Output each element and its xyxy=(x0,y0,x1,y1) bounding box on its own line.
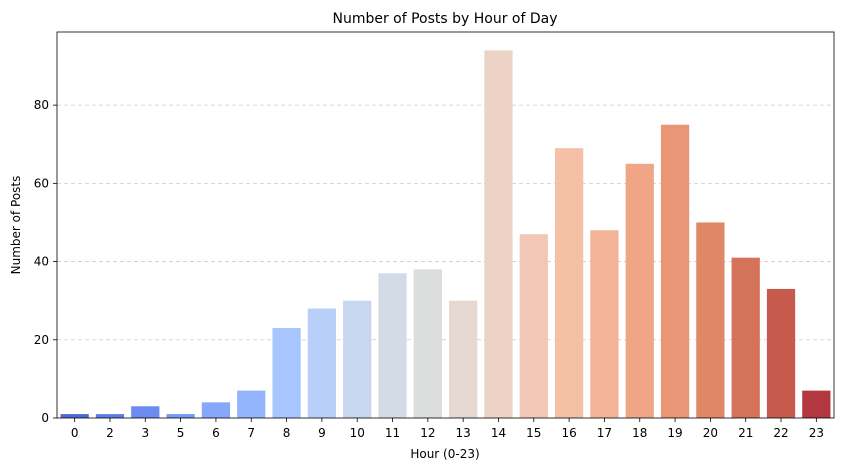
bar-hour-19 xyxy=(660,124,690,419)
bar-hour-10 xyxy=(343,300,372,418)
bars xyxy=(60,50,831,419)
bar-hour-6 xyxy=(201,402,231,418)
x-tick-label: 11 xyxy=(385,426,400,440)
bar-hour-16 xyxy=(554,148,584,418)
bar-hour-12 xyxy=(413,269,442,418)
bar-hour-18 xyxy=(625,163,654,418)
x-tick-label: 3 xyxy=(141,426,149,440)
bar-hour-0 xyxy=(60,414,89,418)
bar-hour-5 xyxy=(166,414,195,418)
bar-hour-2 xyxy=(95,414,125,418)
bar-hour-3 xyxy=(131,406,160,418)
x-tick-label: 22 xyxy=(773,426,788,440)
bar-hour-11 xyxy=(378,273,407,418)
x-tick-label: 10 xyxy=(350,426,365,440)
x-axis-label: Hour (0-23) xyxy=(410,447,479,461)
x-tick-label: 15 xyxy=(526,426,541,440)
x-tick-label: 23 xyxy=(809,426,824,440)
bar-hour-22 xyxy=(766,288,796,418)
bar-hour-8 xyxy=(272,328,301,418)
x-tick-label: 13 xyxy=(456,426,471,440)
x-tick-label: 14 xyxy=(491,426,506,440)
x-tick-label: 6 xyxy=(212,426,220,440)
y-axis-label: Number of Posts xyxy=(9,176,23,275)
x-tick-label: 16 xyxy=(561,426,576,440)
x-axis-ticks: 0 2 3 5 6 7 8 9 10 11 12 13 14 15 16 17 18 19 20 21 22 23 xyxy=(71,418,824,440)
bar-hour-21 xyxy=(731,257,760,418)
bar-hour-17 xyxy=(590,230,619,418)
x-tick-label: 21 xyxy=(738,426,753,440)
x-tick-label: 12 xyxy=(420,426,435,440)
y-axis-ticks: 0 20 40 60 80 xyxy=(34,98,57,425)
x-tick-label: 5 xyxy=(177,426,185,440)
bar-hour-23 xyxy=(802,390,831,418)
y-tick-label: 0 xyxy=(41,411,49,425)
plot-frame xyxy=(56,31,835,419)
x-tick-label: 7 xyxy=(247,426,255,440)
bar-hour-7 xyxy=(237,390,266,418)
x-tick-label: 19 xyxy=(667,426,682,440)
y-tick-label: 40 xyxy=(34,255,49,269)
x-tick-label: 20 xyxy=(703,426,718,440)
bar-hour-9 xyxy=(307,308,337,418)
x-tick-label: 9 xyxy=(318,426,326,440)
y-tick-label: 60 xyxy=(34,176,49,190)
bar-hour-15 xyxy=(519,234,548,418)
x-tick-label: 2 xyxy=(106,426,114,440)
x-tick-label: 18 xyxy=(632,426,647,440)
x-tick-label: 0 xyxy=(71,426,79,440)
bar-hour-20 xyxy=(696,222,725,418)
x-tick-label: 17 xyxy=(597,426,612,440)
x-tick-label: 8 xyxy=(283,426,291,440)
y-tick-label: 20 xyxy=(34,333,49,347)
y-tick-label: 80 xyxy=(34,98,49,112)
bar-hour-14 xyxy=(484,50,513,418)
bar-hour-13 xyxy=(449,300,478,418)
chart-title: Number of Posts by Hour of Day xyxy=(332,11,557,27)
